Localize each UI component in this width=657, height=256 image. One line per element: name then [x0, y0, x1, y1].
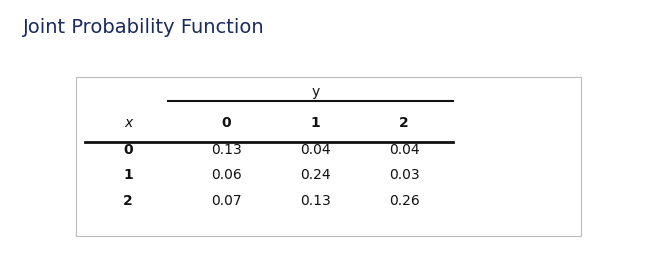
Text: 0.07: 0.07	[212, 194, 242, 208]
Text: 1: 1	[311, 116, 320, 130]
Text: x: x	[124, 116, 132, 130]
Text: y: y	[311, 84, 319, 99]
Text: 0: 0	[124, 143, 133, 157]
Text: 1: 1	[124, 168, 133, 182]
Text: 2: 2	[399, 116, 409, 130]
Text: Joint Probability Function: Joint Probability Function	[23, 18, 265, 37]
Text: 0: 0	[222, 116, 231, 130]
Text: 0.24: 0.24	[300, 168, 330, 182]
Text: 0.04: 0.04	[300, 143, 330, 157]
Text: 0.13: 0.13	[212, 143, 242, 157]
Text: 0.13: 0.13	[300, 194, 330, 208]
Text: 0.04: 0.04	[389, 143, 419, 157]
Text: 0.26: 0.26	[389, 194, 419, 208]
Text: 0.03: 0.03	[389, 168, 419, 182]
Text: 2: 2	[124, 194, 133, 208]
Text: 0.06: 0.06	[212, 168, 242, 182]
